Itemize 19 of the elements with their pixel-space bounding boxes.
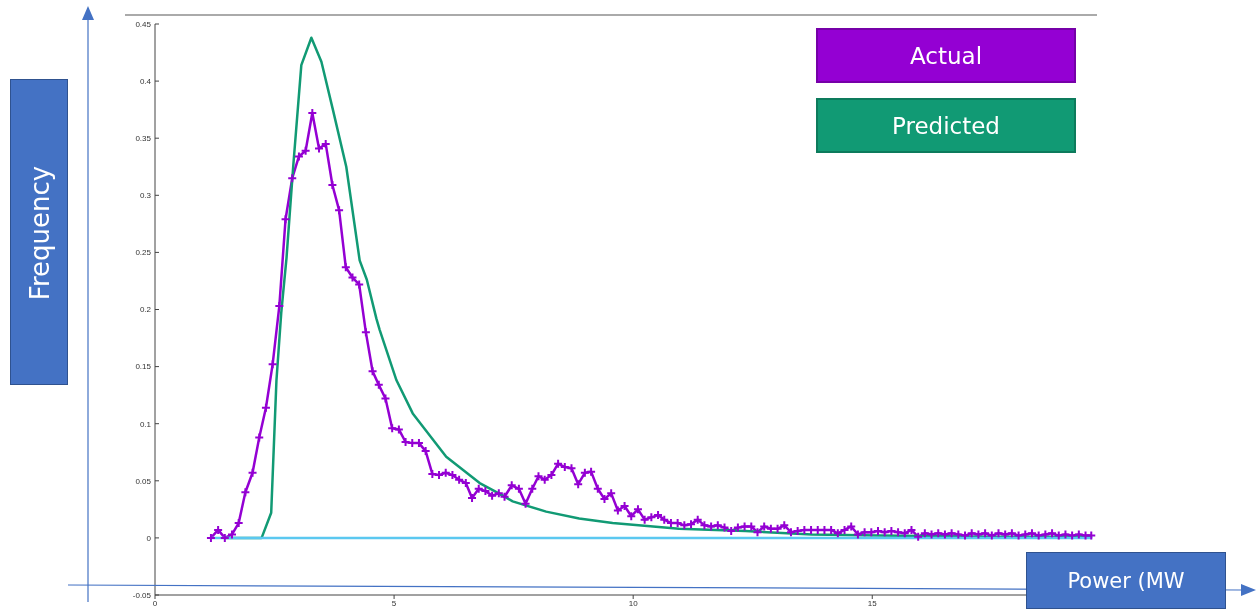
label-box: Power (MW [1026,552,1226,609]
x-tick-label: 10 [628,598,639,608]
y-tick-label: -0.05 [132,590,152,600]
y-tick-label: 0.15 [135,362,152,372]
y-tick-label: 0.1 [139,419,152,429]
y-tick-label: 0.45 [135,19,152,29]
y-tick-label: 0.3 [139,191,152,201]
y-tick-label: 0.4 [139,76,152,86]
y-tick-label: 0.35 [135,134,152,144]
y-axis-title: Frequency [25,165,55,301]
text: Actual [816,28,1076,83]
x-tick-label: 15 [867,598,878,608]
label-box: Frequency [10,79,68,385]
text: Predicted [816,98,1076,153]
y-tick-label: 0 [146,533,152,543]
x-tick-label: 5 [391,598,397,608]
y-tick-label: 0.2 [139,305,152,315]
y-tick-label: 0.25 [135,248,152,258]
y-tick-label: 0.05 [135,476,152,486]
